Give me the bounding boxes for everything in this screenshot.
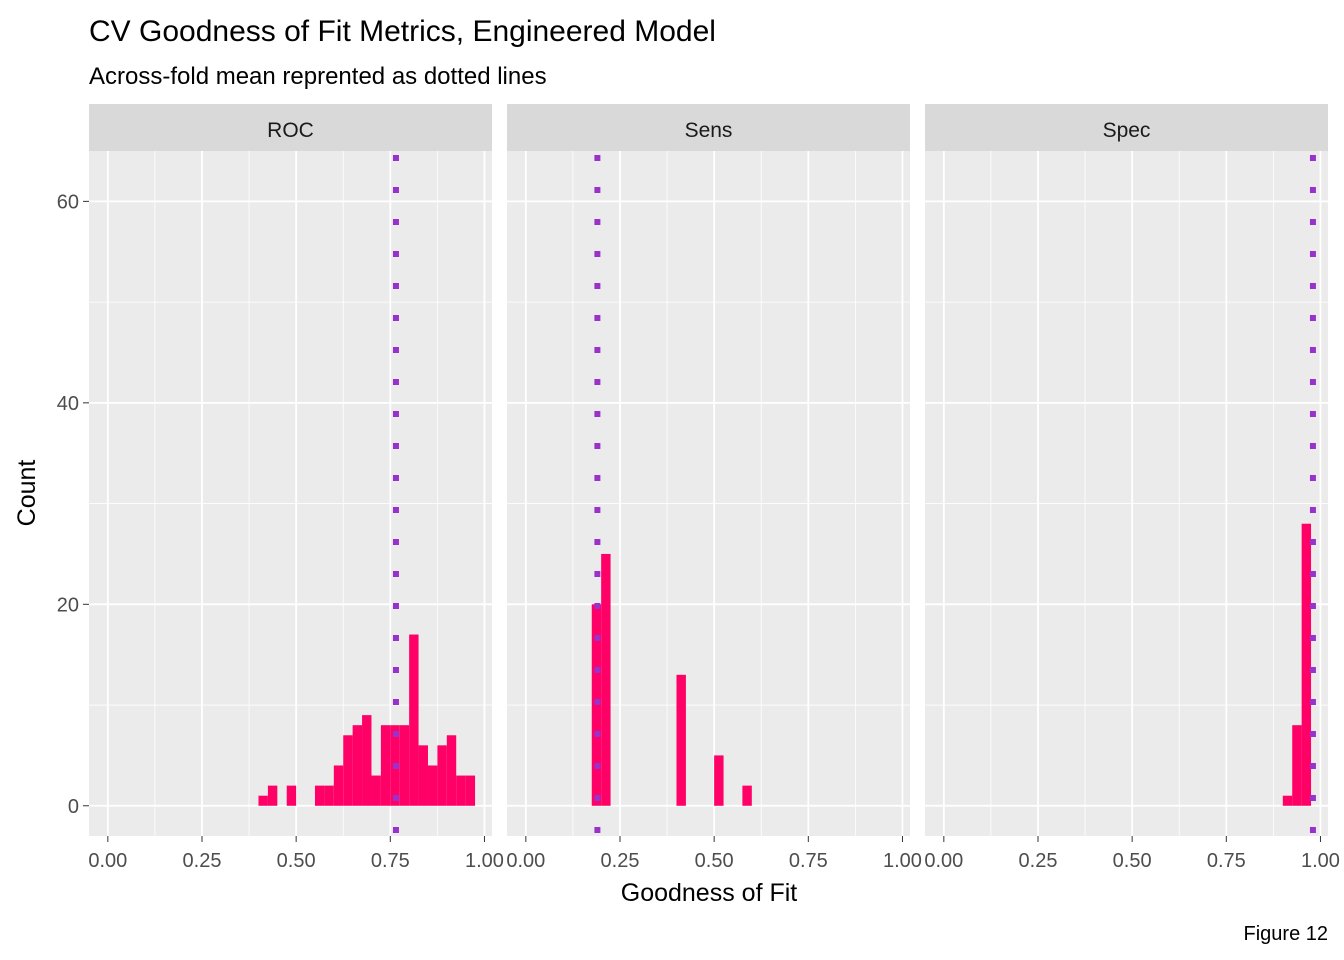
histogram-bar: [314, 785, 325, 806]
x-tick-label: 0.50: [695, 850, 734, 872]
histogram-bar: [286, 785, 297, 806]
histogram-bar: [371, 775, 381, 806]
x-tick-label: 0.25: [1019, 850, 1058, 872]
histogram-bar: [258, 795, 268, 806]
facet-strip: [89, 104, 492, 151]
facet-panel-spec: Spec 0.00 0.25 0.50 0.75 1.00: [924, 104, 1340, 872]
y-axis-title: Count: [13, 460, 41, 527]
facet-panel-sens: Sens 0.00 0.25 0.50 0.75 1.00: [506, 104, 922, 872]
y-tick-label: 0: [68, 796, 79, 818]
panel-background: [507, 151, 910, 836]
x-tick-label: 0.00: [924, 850, 963, 872]
facet-panel-roc: ROC 0.00 0.25 0.50 0.75 1.00: [88, 104, 504, 872]
histogram-bar: [427, 765, 438, 806]
x-tick-label: 0.00: [88, 850, 127, 872]
histogram-bar: [1301, 523, 1312, 806]
histogram-bar: [714, 755, 724, 806]
x-tick-label: 0.25: [183, 850, 222, 872]
histogram-bar: [591, 604, 602, 806]
histogram-bar: [267, 785, 278, 806]
facet-strip: [507, 104, 910, 151]
x-tick-label: 1.00: [1301, 850, 1340, 872]
histogram-bar: [465, 775, 476, 806]
histogram-bar: [676, 674, 686, 806]
x-tick-label: 0.75: [1207, 850, 1246, 872]
histogram-bar: [399, 725, 410, 806]
facet-strip-label: Sens: [685, 119, 733, 142]
histogram-bar: [418, 745, 428, 806]
x-tick-label: 0.50: [277, 850, 316, 872]
x-tick-label: 0.25: [601, 850, 640, 872]
histogram-bar: [742, 785, 752, 806]
histogram-bar: [362, 715, 372, 806]
facet-strip: [925, 104, 1328, 151]
histogram-bar: [446, 735, 457, 806]
y-tick-label: 20: [57, 594, 79, 616]
y-tick-label: 60: [57, 191, 79, 213]
x-tick-label: 0.75: [789, 850, 828, 872]
panel-background: [89, 151, 492, 836]
x-tick-label: 1.00: [465, 850, 504, 872]
facet-strip-label: ROC: [267, 119, 314, 142]
histogram-bar: [1282, 795, 1293, 806]
chart-subtitle: Across-fold mean reprented as dotted lin…: [89, 63, 547, 90]
x-tick-label: 0.00: [506, 850, 545, 872]
x-tick-label: 0.50: [1113, 850, 1152, 872]
histogram-bar: [333, 765, 344, 806]
facet-strip-label: Spec: [1103, 119, 1151, 142]
panel-background: [925, 151, 1328, 836]
histogram-bar: [352, 725, 363, 806]
histogram-bar: [324, 785, 334, 806]
facet-panels: ROC 0.00 0.25 0.50 0.75 1.00 Sens 0.00 0.25 0.50 0…: [88, 104, 1340, 872]
x-tick-label: 1.00: [883, 850, 922, 872]
histogram-bar: [601, 553, 611, 806]
figure-caption: Figure 12: [1244, 923, 1329, 945]
chart-title: CV Goodness of Fit Metrics, Engineered M…: [89, 15, 716, 48]
x-axis-title: Goodness of Fit: [621, 879, 798, 907]
histogram-bar: [409, 634, 419, 806]
histogram-bar: [380, 725, 391, 806]
x-tick-label: 0.75: [371, 850, 410, 872]
histogram-bar: [456, 775, 466, 806]
histogram-bar: [343, 735, 353, 806]
y-tick-label: 40: [57, 393, 79, 415]
histogram-bar: [437, 745, 447, 806]
y-axis: 0 20 40 60: [57, 191, 89, 818]
histogram-bar: [1292, 725, 1302, 806]
